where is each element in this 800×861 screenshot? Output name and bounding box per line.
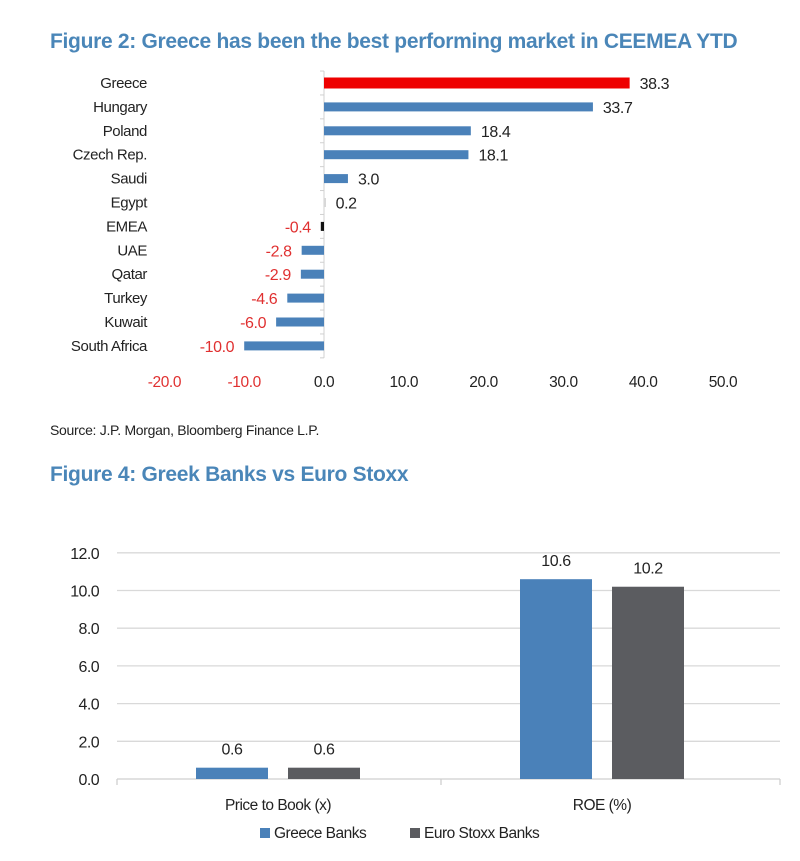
figure4-legend: Greece Banks Euro Stoxx Banks bbox=[260, 825, 540, 842]
bar-turkey bbox=[287, 293, 324, 303]
category-label-south-africa: South Africa bbox=[71, 338, 148, 355]
category-label-price-to-book-x: Price to Book (x) bbox=[225, 797, 331, 814]
figure2-value-labels: 38.3 33.7 18.4 18.1 3.00.2 -0.4 -2.8 -2.9 -4.6 -6… bbox=[200, 76, 670, 356]
figure2-x-tick-labels: -20.0 -10.0 0.0 10.0 20.0 30.0 40.0 50.0 bbox=[148, 374, 739, 391]
category-label-qatar: Qatar bbox=[111, 266, 147, 283]
value-label-poland: 18.4 bbox=[481, 124, 511, 141]
value-label-kuwait: -6.0 bbox=[240, 315, 266, 332]
value-label-egypt: 0.2 bbox=[336, 196, 358, 213]
y-tick-label: 4.0 bbox=[79, 697, 100, 714]
category-label-turkey: Turkey bbox=[104, 290, 148, 307]
x-tick-label: 20.0 bbox=[469, 374, 498, 391]
figure2-category-labels: Greece Hungary Poland Czech Rep. Saudi Egypt E… bbox=[71, 75, 149, 355]
value-label-emea: -0.4 bbox=[285, 219, 311, 236]
category-label-czech-rep: Czech Rep. bbox=[73, 147, 147, 164]
bar-south-africa bbox=[244, 341, 324, 351]
bar-egypt bbox=[324, 198, 326, 207]
y-tick-label: 8.0 bbox=[79, 621, 100, 638]
category-label-poland: Poland bbox=[103, 123, 147, 140]
figure4-y-tick-labels: 0.0 2.0 4.0 6.0 8.0 10.0 12.0 bbox=[70, 546, 100, 789]
value-label-saudi: 3.0 bbox=[358, 172, 380, 189]
y-tick-label: 12.0 bbox=[70, 546, 99, 563]
bar-greece-banks-price-to-book-x bbox=[196, 767, 268, 779]
value-label-greece: 38.3 bbox=[640, 76, 670, 93]
y-tick-label: 10.0 bbox=[70, 584, 99, 601]
figure2-title: Figure 2: Greece has been the best perfo… bbox=[50, 30, 738, 53]
category-label-greece: Greece bbox=[100, 75, 147, 92]
y-tick-label: 2.0 bbox=[79, 734, 100, 751]
bar-poland bbox=[324, 126, 471, 136]
bar-qatar bbox=[300, 269, 324, 279]
figure4-category-labels: Price to Book (x) ROE (%) bbox=[225, 797, 632, 814]
bar-czech-rep bbox=[324, 150, 469, 160]
value-label-south-africa: -10.0 bbox=[200, 339, 235, 356]
bar-kuwait bbox=[276, 317, 324, 327]
x-tick-label: -20.0 bbox=[148, 374, 182, 391]
figure2-chart: Greece Hungary Poland Czech Rep. Saudi Egypt E… bbox=[71, 70, 739, 391]
legend-swatch-greece-banks bbox=[260, 828, 270, 838]
y-tick-label: 6.0 bbox=[79, 659, 100, 676]
value-label-czech-rep: 18.1 bbox=[478, 148, 508, 165]
value-label-greece-banks-price-to-book-x: 0.6 bbox=[221, 742, 243, 759]
figure4-bars bbox=[196, 579, 684, 779]
value-label-qatar: -2.9 bbox=[265, 267, 291, 284]
value-label-euro-stoxx-banks-roe: 10.2 bbox=[633, 561, 663, 578]
category-label-roe: ROE (%) bbox=[573, 797, 632, 814]
value-label-turkey: -4.6 bbox=[251, 291, 277, 308]
figure2-axis bbox=[320, 70, 325, 359]
figure2-bars bbox=[244, 77, 630, 351]
category-label-emea: EMEA bbox=[106, 218, 147, 235]
bar-saudi bbox=[324, 174, 348, 184]
legend-label-euro-stoxx-banks: Euro Stoxx Banks bbox=[424, 825, 540, 842]
figure4-value-labels: 0.6 0.6 10.6 10.2 bbox=[221, 553, 663, 759]
bar-greece bbox=[324, 77, 630, 89]
value-label-greece-banks-roe: 10.6 bbox=[541, 553, 571, 570]
x-tick-label: 0.0 bbox=[314, 374, 335, 391]
category-label-hungary: Hungary bbox=[93, 99, 148, 116]
legend-swatch-euro-stoxx-banks bbox=[410, 828, 420, 838]
category-label-saudi: Saudi bbox=[111, 171, 147, 188]
category-label-egypt: Egypt bbox=[111, 195, 149, 212]
x-tick-label: 50.0 bbox=[709, 374, 738, 391]
bar-hungary bbox=[324, 102, 593, 112]
figure4-title: Figure 4: Greek Banks vs Euro Stoxx bbox=[50, 463, 409, 486]
x-tick-label: 40.0 bbox=[629, 374, 658, 391]
legend-label-greece-banks: Greece Banks bbox=[274, 825, 367, 842]
x-tick-label: 10.0 bbox=[390, 374, 419, 391]
value-label-hungary: 33.7 bbox=[603, 100, 633, 117]
bar-emea bbox=[320, 221, 324, 231]
category-label-uae: UAE bbox=[117, 242, 147, 259]
bar-euro-stoxx-banks-roe bbox=[612, 586, 684, 779]
bar-uae bbox=[301, 245, 324, 255]
x-tick-label: 30.0 bbox=[549, 374, 578, 391]
value-label-uae: -2.8 bbox=[266, 243, 292, 260]
category-label-kuwait: Kuwait bbox=[104, 314, 148, 331]
x-tick-label: -10.0 bbox=[228, 374, 262, 391]
y-tick-label: 0.0 bbox=[79, 772, 100, 789]
bar-euro-stoxx-banks-price-to-book-x bbox=[288, 767, 360, 779]
value-label-euro-stoxx-banks-price-to-book-x: 0.6 bbox=[313, 742, 335, 759]
figure2-source: Source: J.P. Morgan, Bloomberg Finance L… bbox=[50, 422, 320, 438]
bar-greece-banks-roe bbox=[520, 579, 592, 779]
